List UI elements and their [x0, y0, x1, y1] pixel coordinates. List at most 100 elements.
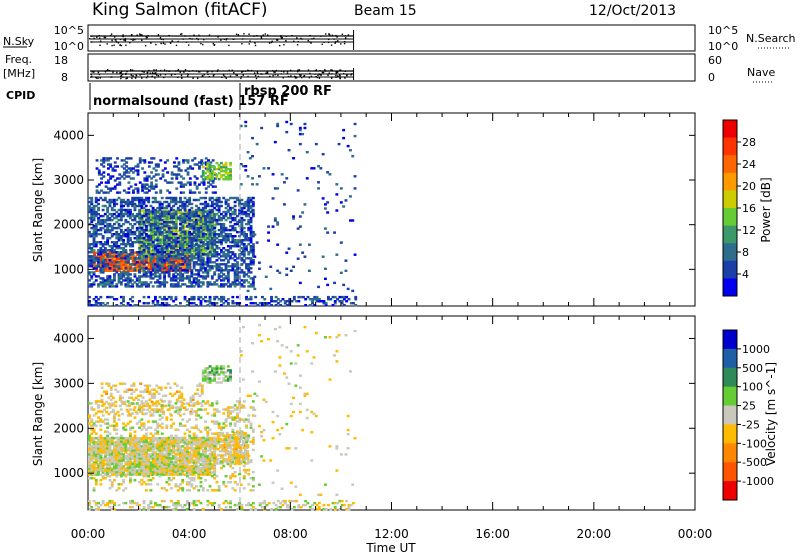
power-cell [190, 237, 194, 240]
velocity-cell [122, 459, 125, 462]
nsky-point [217, 36, 219, 38]
power-cell [99, 263, 103, 267]
power-cell [168, 263, 172, 267]
power-cell [92, 210, 96, 214]
power-cell [211, 213, 215, 217]
velocity-cell [160, 439, 164, 442]
nsky-point [241, 43, 243, 45]
power-cell [245, 298, 248, 301]
power-cell [108, 259, 112, 262]
freq-label: Freq. [5, 53, 32, 66]
power-cell [204, 261, 207, 264]
power-cell [339, 241, 343, 244]
power-cell [117, 261, 121, 264]
power-cell [222, 263, 226, 266]
power-cell [185, 218, 189, 222]
power-cell [177, 243, 181, 247]
power-cell [172, 277, 176, 280]
power-cell [169, 216, 173, 220]
power-cell [245, 304, 248, 307]
power-cell [125, 171, 129, 174]
power-cell [94, 302, 98, 305]
power-cell [143, 239, 146, 243]
power-cell [101, 243, 105, 246]
power-cell [183, 230, 187, 234]
velocity-cell [192, 455, 196, 458]
power-cell [233, 279, 237, 282]
power-cell [197, 263, 201, 266]
power-cell [169, 200, 173, 204]
power-cell [144, 233, 148, 236]
power-cell [224, 200, 228, 204]
power-cell [102, 175, 106, 178]
velocity-cell [101, 459, 105, 462]
power-cell [129, 200, 132, 204]
power-cell [179, 243, 182, 246]
power-cell [224, 241, 228, 244]
nsky-point [146, 36, 148, 39]
power-cell [177, 163, 181, 166]
power-cell [150, 171, 154, 174]
power-cell [204, 229, 208, 233]
power-cell [108, 255, 112, 258]
power-cell [104, 157, 108, 160]
nsky-point [134, 38, 136, 41]
power-cell [249, 251, 253, 254]
power-cell [183, 241, 187, 244]
velocity-cell [195, 463, 198, 466]
freq-point [163, 69, 166, 71]
power-cell [179, 204, 182, 208]
power-cell [129, 243, 132, 246]
power-cell [229, 285, 232, 288]
power-cell [101, 222, 105, 226]
power-cell [286, 300, 289, 303]
power-cell [229, 245, 232, 248]
velocity-cell [151, 461, 155, 464]
power-cell [126, 204, 130, 208]
velocity-cell [160, 463, 164, 466]
power-cell [213, 283, 217, 286]
power-cell [342, 205, 346, 208]
power-cell [182, 183, 185, 186]
power-cell [182, 185, 185, 188]
freq-point [300, 74, 302, 76]
power-cell [122, 230, 125, 234]
power-cell [222, 196, 226, 200]
power-cell [271, 225, 275, 228]
power-cell [138, 157, 142, 160]
power-cell [186, 161, 190, 164]
power-cell [188, 189, 192, 192]
power-cell [122, 279, 125, 282]
power-cell [172, 273, 176, 276]
power-cell [217, 228, 221, 232]
freq-point [331, 73, 333, 75]
velocity-cell [117, 467, 121, 470]
freq-point [231, 69, 233, 71]
power-cell [249, 237, 253, 240]
velocity-cell [190, 467, 194, 470]
power-cell [144, 235, 148, 238]
power-cell [154, 185, 158, 188]
power-cell [159, 177, 163, 180]
power-cell [138, 277, 141, 280]
power-cell [190, 273, 194, 276]
velocity-cell [188, 457, 192, 460]
power-cell [131, 200, 135, 204]
velocity-cell [204, 469, 207, 472]
power-cell [354, 298, 358, 301]
power-cell [110, 261, 114, 264]
power-cell [154, 265, 158, 269]
power-cell [88, 210, 91, 214]
velocity-cell [117, 453, 121, 456]
power-cell [108, 281, 112, 284]
power-cell [124, 218, 128, 222]
velocity-cell [188, 453, 192, 456]
velocity-cell [160, 451, 164, 454]
power-cell [210, 216, 214, 220]
power-cell [192, 267, 196, 270]
velocity-cell [119, 447, 123, 450]
power-cell [169, 265, 173, 268]
power-cell [206, 212, 210, 216]
power-cell [106, 277, 110, 280]
power-cell [154, 298, 157, 301]
